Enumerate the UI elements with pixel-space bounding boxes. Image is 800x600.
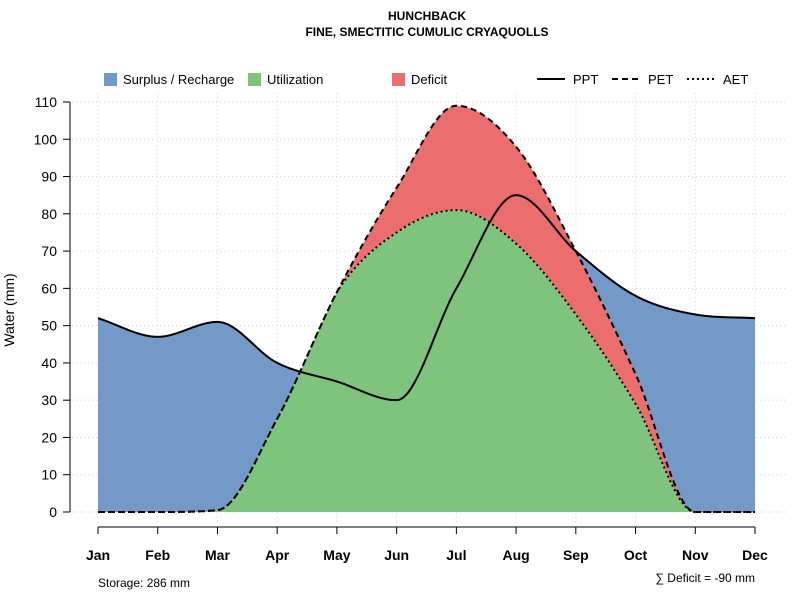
y-tick-label: 20 [41,429,57,445]
legend-label-ppt: PPT [573,72,598,87]
x-tick-label: Oct [624,547,648,563]
legend: Surplus / Recharge Utilization Deficit P… [104,72,748,87]
legend-swatch-surplus [104,73,117,86]
axes: 0 10 20 30 40 50 60 70 80 90 100 110 Jan Feb Mar Apr May… [34,94,768,563]
y-tick-label: 50 [41,318,57,334]
x-tick-label: Jan [86,547,110,563]
legend-label-surplus: Surplus / Recharge [123,72,234,87]
y-tick-label: 30 [41,392,57,408]
area-deficit [98,105,755,512]
legend-label-deficit: Deficit [411,72,448,87]
x-tick-label: Feb [145,547,170,563]
line-layer [97,104,756,513]
x-tick-label: May [323,547,350,563]
deficit-note: ∑ Deficit = -90 mm [655,571,755,585]
area-utilization [98,210,755,512]
chart-title: HUNCHBACK [388,9,466,23]
x-tick-label: Nov [682,547,709,563]
y-tick-label: 90 [41,169,57,185]
x-tick-label: Dec [742,547,768,563]
chart-subtitle: FINE, SMECTITIC CUMULIC CRYAQUOLLS [305,25,548,39]
x-tick-label: Aug [502,547,529,563]
legend-swatch-utilization [248,73,261,86]
storage-note: Storage: 286 mm [98,576,190,590]
y-tick-label: 100 [34,131,58,147]
x-tick-label: Mar [205,547,230,563]
area-surplus-recharge [98,105,755,512]
y-tick-label: 10 [41,467,57,483]
y-tick-label: 110 [35,94,58,110]
legend-swatch-deficit [392,73,405,86]
area-layer [98,105,755,512]
legend-label-aet: AET [723,72,748,87]
x-tick-label: Apr [265,547,290,563]
x-tick-label: Sep [563,547,589,563]
y-tick-label: 70 [41,243,57,259]
x-tick-label: Jul [446,547,466,563]
y-axis-label: Water (mm) [1,273,17,346]
line-aet [98,209,755,513]
legend-label-utilization: Utilization [267,72,323,87]
y-tick-label: 0 [49,504,57,520]
line-ppt [97,194,756,402]
y-tick-label: 80 [41,206,57,222]
y-tick-label: 60 [41,280,57,296]
x-tick-label: Jun [384,547,409,563]
y-tick-label: 40 [41,355,57,371]
line-pet [98,104,755,513]
legend-label-pet: PET [648,72,673,87]
